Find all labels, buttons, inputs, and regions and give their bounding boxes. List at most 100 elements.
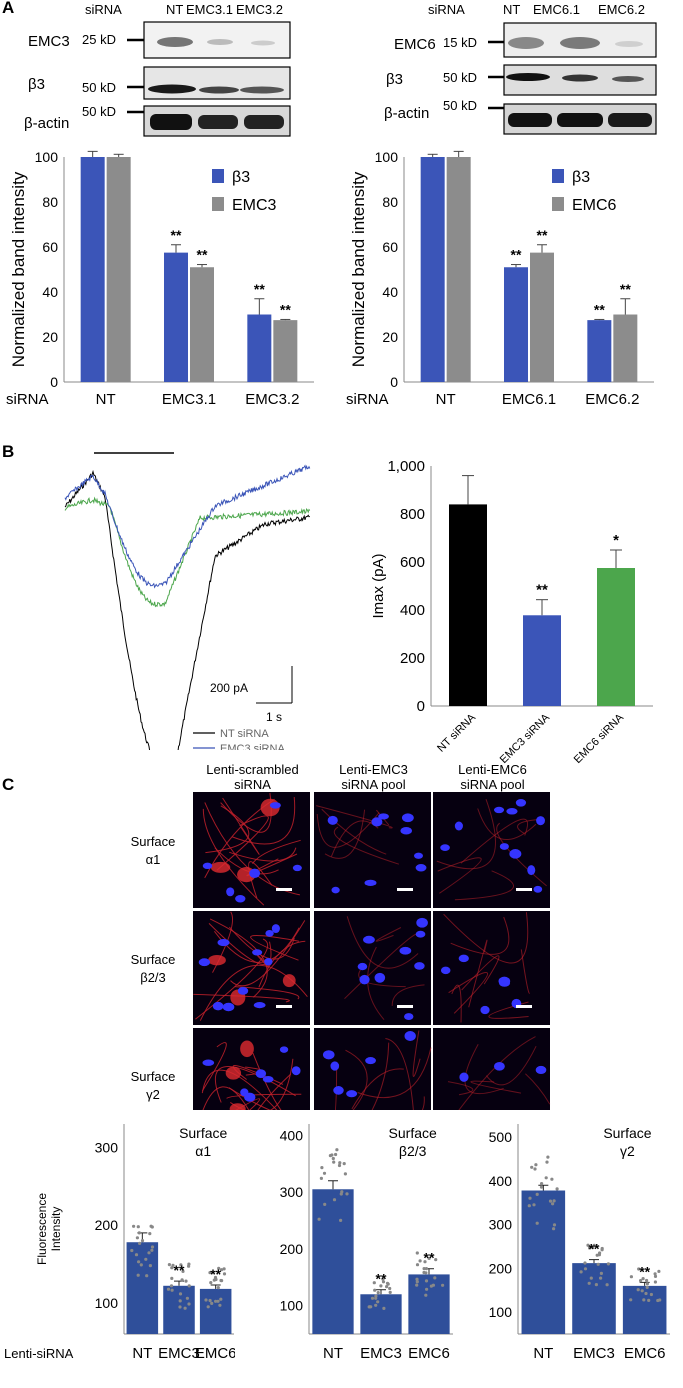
nucleus: [404, 1013, 414, 1020]
nucleus: [414, 962, 425, 970]
data-point: [388, 1286, 392, 1291]
x-tick-0: NT: [96, 391, 116, 405]
neurite: [450, 916, 510, 955]
x-tick-1: EMC3 siRNA: [498, 711, 553, 766]
nucleus: [253, 1002, 266, 1009]
data-point: [323, 1202, 327, 1206]
blot-right-row1-label: EMC6: [394, 36, 436, 53]
data-point: [425, 1287, 429, 1291]
neurite: [385, 1038, 414, 1110]
neurite: [232, 797, 296, 845]
legend-label-1: EMC3 siRNA: [220, 743, 285, 750]
data-point: [386, 1282, 390, 1286]
legend-label-0: NT siRNA: [220, 728, 269, 740]
neurite: [486, 1045, 537, 1086]
western-blot-left: siRNA NT EMC3.1 EMC3.2 EMC3 25 kD β3 50 …: [24, 2, 657, 137]
nucleus: [264, 958, 273, 966]
data-point: [657, 1269, 661, 1273]
bar-0: [521, 1190, 566, 1334]
data-point: [653, 1272, 657, 1276]
nucleus: [454, 821, 463, 831]
data-point: [217, 1266, 221, 1270]
x-tick-0: NT: [132, 1345, 152, 1362]
y-axis-label: Imax (pA): [370, 553, 387, 618]
nucleus: [506, 808, 518, 815]
data-point: [320, 1166, 324, 1170]
data-point: [144, 1257, 148, 1261]
significance-mark: **: [594, 301, 605, 317]
bar-0: [312, 1189, 354, 1334]
cell-body: [225, 1066, 242, 1080]
data-point: [147, 1251, 151, 1255]
neurite: [357, 1047, 432, 1099]
neurite: [371, 1042, 390, 1110]
data-point: [645, 1282, 649, 1286]
y-axis-label-a: Fluorescence: [35, 1193, 49, 1265]
y-tick-1: 20: [382, 329, 398, 345]
data-point: [213, 1275, 218, 1280]
y-tick-2: 300: [280, 1184, 304, 1200]
data-point: [148, 1264, 152, 1268]
y-tick-2: 300: [489, 1217, 513, 1233]
data-point: [645, 1285, 649, 1289]
data-point: [339, 1218, 343, 1222]
data-point: [424, 1267, 428, 1271]
nucleus: [331, 886, 340, 894]
data-point: [134, 1253, 139, 1257]
data-point: [528, 1196, 532, 1200]
data-point: [376, 1300, 380, 1304]
neurite: [204, 802, 300, 896]
data-point: [148, 1232, 152, 1236]
scale-bar: [516, 1005, 532, 1008]
significance-mark: **: [376, 1271, 387, 1287]
row-label-2-b: γ2: [146, 1087, 160, 1102]
data-point: [372, 1281, 376, 1285]
bar-EMC6-NT: [446, 157, 471, 382]
data-point: [586, 1243, 590, 1247]
data-point: [641, 1277, 645, 1281]
nucleus: [493, 1061, 505, 1071]
bar-2: [597, 568, 635, 706]
x-tick-0: NT siRNA: [435, 711, 478, 754]
data-point: [138, 1241, 142, 1245]
data-point: [338, 1161, 342, 1165]
bar-0: [126, 1242, 159, 1334]
data-point: [135, 1236, 139, 1240]
data-point: [139, 1263, 143, 1267]
data-point: [340, 1190, 344, 1194]
data-point: [345, 1192, 349, 1196]
neurite: [367, 946, 385, 1021]
trace-emc3: [64, 464, 311, 589]
y-axis-label: Normalized band intensity: [9, 171, 28, 367]
y-tick-2: 300: [95, 1139, 119, 1155]
x-prefix: Lenti-siRNA: [4, 1346, 74, 1361]
nucleus: [249, 868, 261, 878]
data-point: [136, 1273, 140, 1277]
data-point: [343, 1172, 347, 1176]
x-tick-1: EMC3: [573, 1345, 615, 1362]
panel-c-letter: C: [2, 775, 15, 794]
neurite: [333, 826, 400, 865]
x-tick-1: EMC3: [360, 1345, 402, 1362]
significance-mark: **: [620, 281, 631, 297]
data-point: [415, 1280, 419, 1284]
neurite: [209, 918, 268, 998]
data-point: [639, 1279, 643, 1283]
data-point: [220, 1279, 224, 1283]
significance-mark: **: [197, 247, 208, 263]
data-point: [629, 1275, 633, 1279]
bar-β3-EMC3.1: [164, 252, 188, 382]
data-point: [187, 1302, 191, 1306]
y-tick-4: 80: [42, 194, 58, 210]
data-point: [332, 1198, 337, 1202]
nucleus: [346, 1090, 358, 1098]
data-point: [605, 1283, 609, 1287]
data-point: [206, 1305, 210, 1309]
nucleus: [416, 917, 428, 928]
x-tick-2: EMC6: [624, 1345, 666, 1362]
data-point: [539, 1185, 544, 1189]
nucleus: [415, 863, 427, 872]
y-tick-3: 600: [400, 554, 425, 571]
y-tick-0: 100: [489, 1304, 513, 1320]
data-point: [594, 1283, 598, 1287]
